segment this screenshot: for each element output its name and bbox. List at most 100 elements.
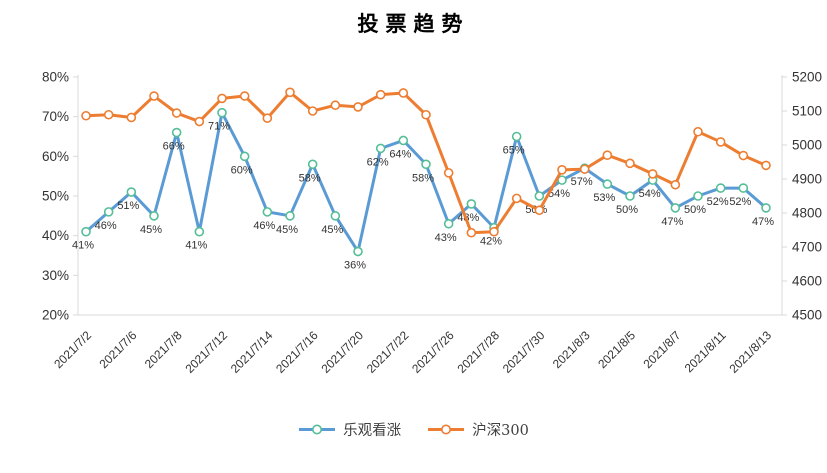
data-point-label: 45%: [140, 224, 162, 236]
csi300-data-point-marker: [398, 88, 409, 98]
data-point-label: 41%: [185, 240, 207, 252]
csi300-data-point-marker: [625, 158, 635, 169]
data-point-label: 52%: [707, 196, 729, 208]
bullish-data-point-marker: [285, 211, 295, 221]
chart-title: 投票趋势: [357, 11, 470, 36]
csi300-data-point-marker: [511, 193, 522, 204]
legend-label-bullish: 乐观看涨: [343, 423, 402, 439]
x-axis-tick-label: 2021/8/7: [641, 328, 684, 371]
left-axis-tick-label: 70%: [42, 109, 69, 124]
bullish-data-point-marker: [398, 135, 409, 146]
csi300-data-point-marker: [171, 108, 182, 118]
bullish-data-point-marker: [353, 246, 363, 257]
bullish-data-point-marker: [171, 127, 182, 138]
bullish-data-point-marker: [194, 226, 205, 237]
x-axis-tick-label: 2021/7/16: [273, 328, 321, 376]
bullish-data-point-marker: [693, 191, 703, 201]
csi300-data-point-marker: [715, 137, 726, 147]
bullish-data-point-marker: [466, 199, 477, 209]
right-axis-tick-label: 4700: [792, 240, 822, 255]
csi300-data-point-marker: [602, 150, 613, 160]
bullish-data-point-marker: [421, 159, 431, 170]
x-axis-tick-label: 2021/7/2: [51, 328, 94, 371]
csi300-data-point-marker: [330, 100, 341, 111]
data-point-label: 60%: [231, 164, 253, 176]
data-point-label: 57%: [571, 176, 593, 188]
data-point-label: 47%: [661, 216, 683, 228]
bullish-data-point-marker: [375, 143, 386, 154]
data-point-label: 53%: [593, 192, 615, 204]
left-axis-tick-label: 50%: [42, 189, 69, 204]
csi300-data-point-marker: [647, 169, 658, 179]
csi300-legend-marker-icon: [428, 424, 465, 435]
bullish-data-point-marker: [557, 175, 567, 185]
x-axis-tick-label: 2021/7/20: [318, 328, 366, 376]
bullish-data-point-marker: [738, 183, 749, 193]
data-point-label: 64%: [389, 148, 411, 160]
data-point-label: 43%: [435, 232, 457, 244]
right-axis-tick-label: 4800: [792, 206, 822, 221]
csi300-data-point-marker: [217, 93, 227, 104]
data-point-label: 65%: [503, 145, 525, 157]
csi300-data-point-marker: [239, 91, 250, 101]
data-point-label: 45%: [321, 224, 343, 236]
bullish-data-point-marker: [81, 226, 91, 237]
bullish-data-point-marker: [761, 203, 771, 213]
right-axis-tick-label: 5000: [792, 138, 822, 153]
left-axis-tick-label: 80%: [42, 70, 69, 85]
csi300-data-point-marker: [670, 179, 681, 190]
csi300-data-point-marker: [353, 102, 363, 112]
data-point-label: 50%: [616, 204, 638, 216]
csi300-data-point-marker: [443, 168, 454, 178]
legend-item-bullish[interactable]: 乐观看涨: [298, 419, 401, 440]
left-axis-tick-label: 30%: [42, 268, 69, 283]
left-axis-tick-label: 20%: [42, 308, 69, 323]
csi300-data-point-marker: [579, 164, 590, 174]
x-axis-tick-label: 2021/7/28: [454, 328, 502, 376]
x-axis-tick-label: 2021/8/13: [726, 328, 774, 376]
legend-label-csi300: 沪深300: [472, 423, 529, 439]
data-point-label: 41%: [72, 240, 94, 252]
x-axis-tick-label: 2021/7/8: [142, 328, 185, 371]
csi300-data-point-marker: [81, 110, 91, 121]
data-point-label: 46%: [253, 220, 275, 232]
data-point-label: 58%: [412, 172, 434, 184]
x-axis-tick-label: 2021/7/26: [409, 328, 457, 376]
right-axis-tick-label: 4900: [792, 172, 822, 187]
x-axis-tick-label: 2021/7/30: [500, 328, 548, 376]
csi300-data-point-marker: [262, 113, 273, 123]
right-axis-tick-label: 4500: [792, 308, 822, 323]
csi300-data-point-marker: [738, 150, 749, 161]
right-axis-tick-label: 4600: [792, 274, 822, 289]
csi300-data-point-marker: [693, 126, 703, 137]
chart-legend: 乐观看涨 沪深300: [0, 419, 827, 440]
bullish-legend-marker-icon: [299, 424, 336, 435]
bullish-data-point-marker: [217, 107, 227, 118]
bullish-data-point-marker: [534, 191, 545, 201]
bullish-data-point-marker: [330, 211, 341, 221]
csi300-data-point-marker: [149, 91, 159, 101]
csi300-data-point-marker: [421, 109, 431, 120]
left-axis-tick-label: 40%: [42, 228, 69, 243]
data-point-label: 36%: [344, 260, 366, 272]
data-point-label: 54%: [639, 188, 661, 200]
x-axis-tick-label: 2021/7/6: [97, 328, 140, 371]
bullish-data-point-marker: [625, 191, 635, 201]
csi300-data-point-marker: [534, 205, 545, 216]
left-axis-tick-label: 60%: [42, 149, 69, 164]
csi300-data-point-marker: [126, 112, 137, 123]
data-point-label: 54%: [548, 188, 570, 200]
data-point-label: 50%: [684, 204, 706, 216]
data-point-label: 45%: [276, 224, 298, 236]
bullish-data-point-marker: [239, 151, 250, 162]
bullish-data-point-marker: [307, 159, 318, 170]
data-point-label: 58%: [299, 172, 321, 184]
data-point-label: 48%: [457, 212, 479, 224]
x-axis-tick-label: 2021/8/5: [595, 328, 638, 371]
x-axis-tick-label: 2021/7/22: [364, 328, 412, 376]
bullish-data-point-marker: [262, 207, 273, 217]
csi300-data-point-marker: [761, 160, 771, 171]
legend-item-csi300[interactable]: 沪深300: [427, 419, 529, 440]
